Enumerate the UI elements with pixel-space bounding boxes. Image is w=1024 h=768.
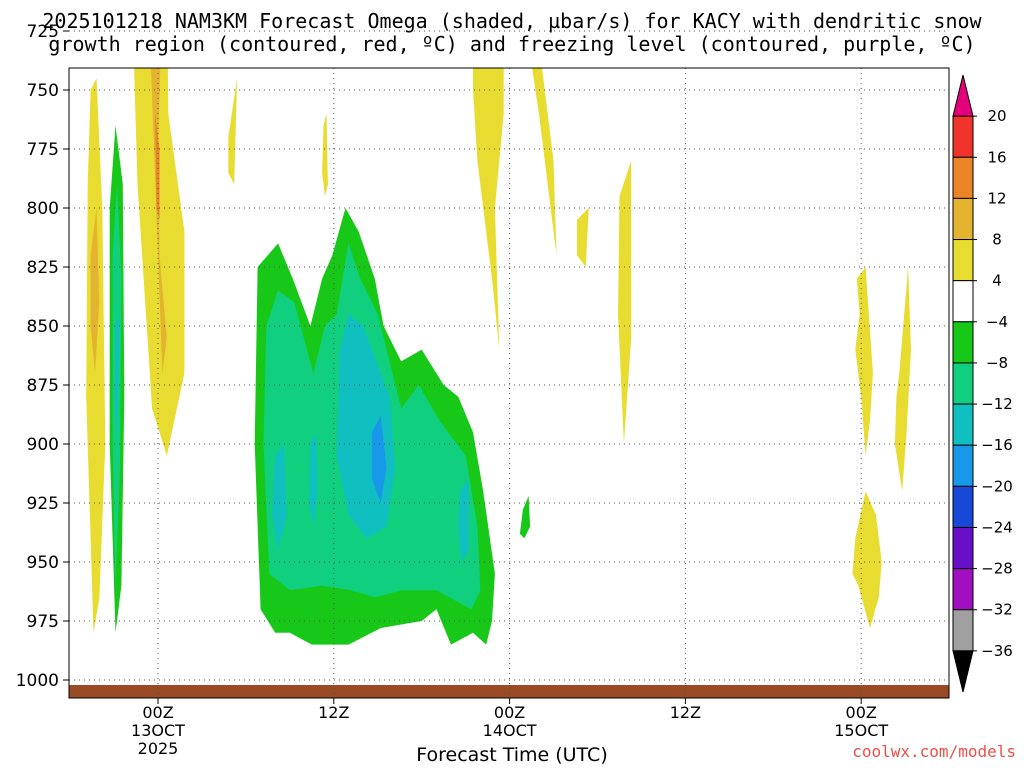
- y-tick-label-900: 900: [27, 435, 59, 455]
- colorbar-label-9: −20: [981, 477, 1013, 495]
- omega-region-28: [855, 267, 873, 456]
- y-tick-label-825: 825: [27, 258, 59, 278]
- omega-region-16: [532, 68, 557, 256]
- colorbar-label-10: −24: [981, 518, 1013, 536]
- colorbar-bin-10: [952, 485, 974, 528]
- y-tick-label-750: 750: [27, 81, 59, 101]
- x-tick-label-1-0: 12Z: [318, 703, 349, 722]
- y-tick-label-775: 775: [27, 140, 59, 160]
- colorbar-label-4: 4: [992, 272, 1002, 290]
- y-tick-label-925: 925: [27, 494, 59, 514]
- omega-region-26: [458, 479, 469, 562]
- y-tick-label-850: 850: [27, 317, 59, 337]
- x-tick-label-3-0: 12Z: [670, 703, 701, 722]
- y-tick-label-725: 725: [27, 22, 59, 42]
- colorbar-label-5: −4: [986, 313, 1008, 331]
- colorbar-label-2: 12: [987, 189, 1006, 207]
- colorbar-label-6: −8: [986, 354, 1008, 372]
- colorbar: 20 16 12 8 4 −4 −8 −12 −16 −20 −24 −28 −32 −36: [952, 74, 1013, 693]
- colorbar-bin-7: [952, 362, 974, 405]
- y-tick-label-975: 975: [27, 612, 59, 632]
- colorbar-bin-8: [952, 403, 974, 446]
- omega-region-10: [114, 314, 120, 444]
- omega-region-23: [308, 432, 318, 527]
- colorbar-label-13: −36: [981, 642, 1013, 660]
- x-axis-title: Forecast Time (UTC): [416, 744, 608, 766]
- colorbar-label-8: −16: [981, 436, 1013, 454]
- colorbar-bin-11: [952, 526, 974, 570]
- omega-region-19: [738, 0, 742, 19]
- colorbar-label-0: 20: [987, 107, 1006, 125]
- x-tick-label-0-2: 2025: [138, 739, 179, 758]
- colorbar-label-12: −32: [981, 601, 1013, 619]
- y-tick-label-1000: 1000: [16, 671, 59, 691]
- colorbar-label-7: −12: [981, 395, 1013, 413]
- omega-region-18: [618, 160, 632, 445]
- x-tick-label-0-1: 13OCT: [131, 721, 185, 740]
- y-tick-label-875: 875: [27, 376, 59, 396]
- omega-region-29: [852, 491, 882, 629]
- omega-region-27: [519, 495, 531, 539]
- colorbar-label-1: 16: [987, 148, 1006, 166]
- colorbar-bin-13: [952, 609, 974, 652]
- grid-layer: [69, 30, 949, 698]
- colorbar-bin-12: [952, 568, 974, 611]
- y-tick-label-800: 800: [27, 199, 59, 219]
- colorbar-bin-9: [952, 444, 974, 487]
- omega-region-22: [272, 444, 287, 551]
- colorbar-bin-6: [952, 321, 974, 364]
- x-tick-label-0-0: 00Z: [142, 703, 173, 722]
- watermark-link[interactable]: coolwx.com/models: [852, 742, 1016, 761]
- colorbar-bin-14: [952, 650, 974, 693]
- chart-title-line-2: growth region (contoured, red, ºC) and f…: [48, 32, 976, 56]
- x-tick-label-2-0: 00Z: [494, 703, 525, 722]
- colorbar-bin-0: [952, 74, 974, 117]
- plot-frame: [68, 67, 950, 699]
- omega-region-17: [577, 208, 589, 267]
- ground-terrain: [69, 685, 949, 698]
- omega-shading-layer: [86, 0, 911, 645]
- omega-region-15: [473, 68, 504, 350]
- x-tick-label-2-1: 14OCT: [483, 721, 537, 740]
- omega-region-7: [90, 208, 100, 374]
- omega-region-13: [228, 78, 238, 185]
- x-tick-label-4-0: 00Z: [846, 703, 877, 722]
- omega-region-4: [151, 68, 167, 374]
- ground-layer: [69, 685, 949, 698]
- y-axis: 5255505756006256506757007257507758008258…: [16, 22, 69, 691]
- colorbar-bin-1: [952, 115, 974, 158]
- x-tick-label-4-1: 15OCT: [834, 721, 888, 740]
- omega-region-14: [322, 113, 328, 197]
- chart-title-line-1: 2025101218 NAM3KM Forecast Omega (shaded…: [42, 9, 982, 33]
- colorbar-bin-2: [952, 156, 974, 199]
- colorbar-bin-5: [952, 280, 974, 323]
- omega-region-25: [371, 415, 387, 503]
- y-tick-label-950: 950: [27, 553, 59, 573]
- colorbar-bin-3: [952, 197, 974, 241]
- colorbar-label-11: −28: [981, 560, 1013, 578]
- colorbar-bin-4: [952, 239, 974, 282]
- omega-region-30: [894, 267, 911, 492]
- colorbar-label-3: 8: [992, 231, 1002, 249]
